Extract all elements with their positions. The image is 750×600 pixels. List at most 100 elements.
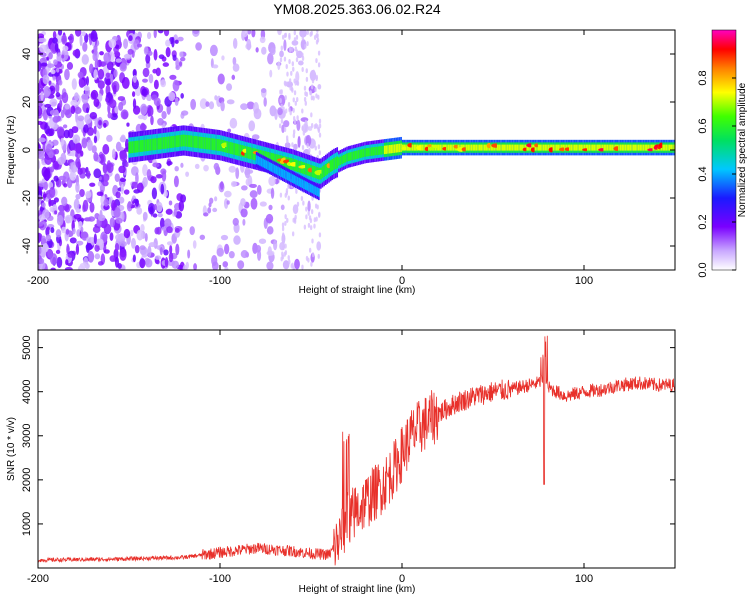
heatmap-cell xyxy=(38,82,41,92)
heatmap-cell xyxy=(306,41,309,47)
heatmap-cell xyxy=(529,144,532,151)
heatmap-cell xyxy=(317,50,321,56)
heatmap-cell xyxy=(483,144,486,151)
heatmap-cell xyxy=(477,144,479,151)
heatmap-cell xyxy=(207,137,209,150)
heatmap-cell xyxy=(38,105,43,117)
heatmap-cell xyxy=(569,144,571,151)
heatmap-cell xyxy=(63,183,68,188)
heatmap-cell xyxy=(513,144,515,151)
heatmap-cell xyxy=(66,243,70,255)
colorbar-tick-label: 0.8 xyxy=(697,70,709,85)
heatmap-cell xyxy=(284,243,287,249)
heatmap-cell xyxy=(70,105,76,115)
heatmap-cell xyxy=(304,127,307,133)
heatmap-cell xyxy=(128,141,130,154)
heatmap-cell xyxy=(265,160,268,170)
heatmap-cell xyxy=(281,34,285,40)
heatmap-cell xyxy=(190,98,197,110)
heatmap-cell xyxy=(334,157,337,170)
heatmap-cell xyxy=(295,176,297,185)
heatmap-cell xyxy=(134,140,137,153)
heatmap-cell xyxy=(303,96,307,102)
heatmap-cell xyxy=(500,144,502,151)
heatmap-cell xyxy=(611,144,614,151)
heatmap-cell xyxy=(296,97,299,103)
heatmap-cell xyxy=(103,223,112,235)
heatmap-cell xyxy=(570,144,573,151)
heatmap-cell xyxy=(280,45,284,51)
heatmap-cell xyxy=(240,208,248,218)
heatmap-cell xyxy=(526,144,529,151)
heatmap-cell xyxy=(161,137,163,150)
heatmap-cell xyxy=(356,150,358,159)
heatmap-cell xyxy=(365,148,368,157)
heatmap-cell xyxy=(534,144,537,151)
heatmap-cell xyxy=(52,76,56,81)
heatmap-cell xyxy=(56,214,64,226)
heatmap-cell xyxy=(114,173,120,182)
heatmap-cell xyxy=(301,108,304,114)
heatmap-cell xyxy=(145,258,153,268)
heatmap-cell xyxy=(94,58,99,71)
heatmap-cell xyxy=(278,123,282,129)
heatmap-cell xyxy=(132,254,136,263)
heatmap-cell xyxy=(634,144,637,151)
heatmap-cell xyxy=(295,57,299,63)
heatmap-cell xyxy=(156,138,158,150)
heatmap-cell xyxy=(79,188,85,198)
snr-x-axis: -200 -100 0 100 xyxy=(27,330,593,585)
heatmap-cell xyxy=(270,187,275,199)
heatmap-cell xyxy=(652,144,655,151)
heatmap-cell xyxy=(165,47,171,58)
heatmap-cell xyxy=(662,144,664,151)
heatmap-cell xyxy=(119,178,127,183)
heatmap-cell xyxy=(205,137,207,150)
heatmap-cell xyxy=(251,147,253,160)
heatmap-cell xyxy=(164,257,169,268)
heatmap-cell xyxy=(195,42,202,51)
heatmap-cell xyxy=(139,103,148,116)
spectrogram-y-tick-label: 40 xyxy=(21,48,33,60)
heatmap-cell xyxy=(166,136,168,149)
heatmap-cell xyxy=(317,94,320,100)
snr-y-label: SNR (10 * v/v) xyxy=(6,417,17,481)
heatmap-cell xyxy=(70,147,76,152)
heatmap-cell xyxy=(294,100,297,106)
heatmap-cell xyxy=(501,144,504,151)
colorbar: 0.0 0.2 0.4 0.6 0.8 Normalized spectral ampl… xyxy=(697,29,748,278)
heatmap-cell xyxy=(148,139,150,151)
heatmap-cell xyxy=(388,145,391,154)
heatmap-cell xyxy=(236,143,239,156)
heatmap-cell xyxy=(316,204,319,210)
heatmap-cell xyxy=(383,145,386,155)
heatmap-cell xyxy=(247,146,250,159)
heatmap-cell xyxy=(303,162,306,175)
snr-x-label: Height of straight line (km) xyxy=(299,584,416,595)
heatmap-cell xyxy=(308,126,313,131)
heatmap-cell xyxy=(288,58,291,64)
heatmap-cell xyxy=(146,139,149,152)
heatmap-cell xyxy=(254,148,257,161)
heatmap-cell xyxy=(387,145,389,154)
heatmap-cell xyxy=(259,157,261,166)
heatmap-cell xyxy=(268,204,273,211)
heatmap-cell xyxy=(228,251,235,259)
heatmap-cell xyxy=(296,201,300,207)
heatmap-cell xyxy=(305,214,308,220)
heatmap-cell xyxy=(601,144,604,151)
heatmap-cell xyxy=(441,144,443,151)
heatmap-cell xyxy=(142,211,148,221)
heatmap-cell xyxy=(52,37,58,44)
heatmap-cell xyxy=(273,239,278,251)
heatmap-cell xyxy=(242,30,248,38)
heatmap-cell xyxy=(189,135,191,148)
heatmap-cell xyxy=(490,144,492,151)
heatmap-cell xyxy=(310,209,314,215)
heatmap-cell xyxy=(246,146,248,159)
heatmap-cell xyxy=(141,139,144,152)
heatmap-cell xyxy=(492,144,494,151)
heatmap-cell xyxy=(178,200,185,212)
heatmap-cell xyxy=(242,218,246,226)
heatmap-cell xyxy=(270,47,276,56)
